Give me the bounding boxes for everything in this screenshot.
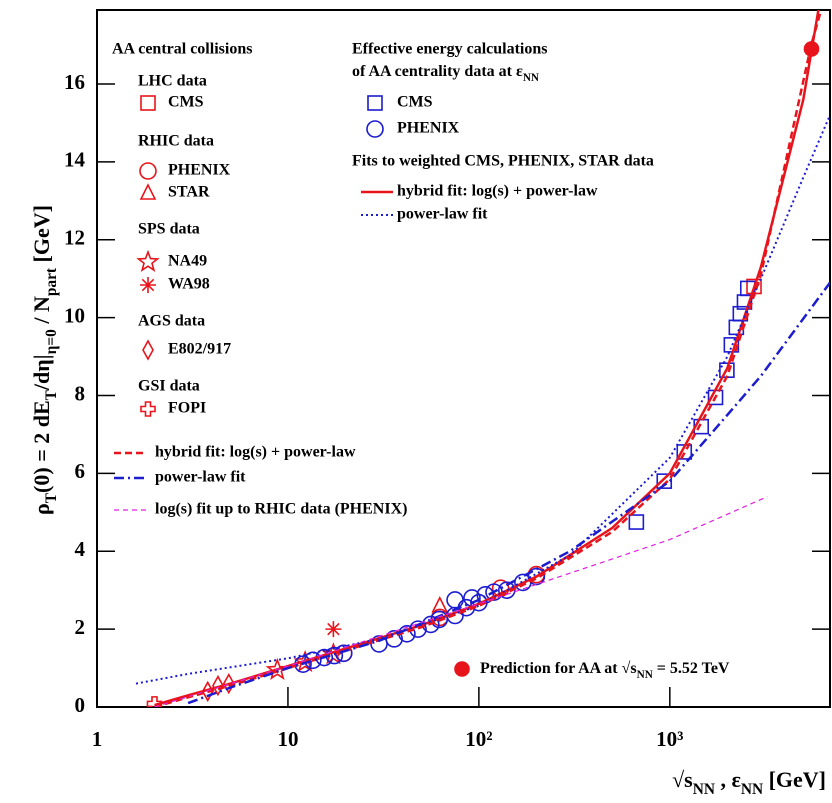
marker-dot — [454, 661, 470, 677]
y-tick-label: 16 — [64, 70, 85, 94]
y-tick-label: 2 — [75, 615, 86, 639]
marker-circle — [366, 120, 384, 138]
y-tick-label: 10 — [64, 303, 85, 327]
legend-heading: Fits to weighted CMS, PHENIX, STAR data — [352, 153, 654, 170]
y-tick-label: 8 — [75, 381, 86, 405]
marker-square — [367, 95, 383, 111]
legend-heading: AA central collisions — [112, 41, 252, 58]
plot-area — [135, 10, 830, 707]
subscript: η=0 — [43, 329, 60, 355]
legend-heading: of AA centrality data at εNN — [352, 63, 539, 84]
legend-label: power-law fit — [397, 206, 488, 223]
text-part: of AA centrality data at ε — [352, 63, 523, 80]
legend-heading: SPS data — [138, 221, 200, 238]
text-part: √s — [672, 767, 693, 792]
y-axis-label: ρT(0) = 2 dET/dη|η=0 / Npart [GeV] — [29, 205, 60, 515]
x-tick-label: 10 — [277, 727, 298, 751]
legend-label: E802/917 — [168, 341, 231, 358]
text-part: /dη| — [29, 354, 54, 391]
legend-entry: power-law fit — [361, 206, 488, 223]
subscript: T — [43, 389, 60, 400]
subscript: NN — [637, 669, 653, 681]
marker-circle — [446, 591, 464, 609]
fit-curve — [135, 114, 830, 685]
legend-heading: RHIC data — [138, 133, 214, 150]
marker-diamond — [222, 672, 235, 695]
legend-label: FOPI — [168, 400, 206, 417]
x-tick-label: 10³ — [656, 727, 683, 751]
legend-heading: AGS data — [138, 313, 205, 330]
subscript: T — [43, 492, 60, 503]
legend-entry: log(s) fit up to RHIC data (PHENIX) — [114, 501, 407, 518]
legend-entry: WA98 — [140, 276, 210, 293]
subscript: NN — [741, 781, 763, 798]
y-tick-label: 14 — [64, 148, 86, 172]
legend-entry: E802/917 — [142, 339, 231, 361]
subscript: part — [43, 267, 60, 296]
legend-entry: FOPI — [140, 400, 206, 417]
marker-triangle — [139, 183, 157, 200]
legend-label: power-law fit — [155, 469, 246, 486]
legend-entry: STAR — [139, 183, 210, 201]
subscript: NN — [523, 72, 539, 84]
legend-heading: LHC data — [138, 73, 207, 90]
legend-entry: CMS — [367, 94, 433, 111]
legend-entry: NA49 — [136, 249, 207, 272]
y-tick-label: 6 — [75, 459, 86, 483]
legend-label: CMS — [397, 94, 433, 111]
legend-label: PHENIX — [397, 120, 460, 137]
legend-label: hybrid fit: log(s) + power-law — [155, 444, 356, 461]
marker-square — [140, 95, 156, 111]
text-part: (0) = 2 dE — [29, 400, 54, 493]
marker-circle — [497, 581, 516, 599]
legend-entry: hybrid fit: log(s) + power-law — [114, 444, 356, 461]
marker-circle — [139, 162, 157, 180]
plot-frame — [96, 9, 831, 708]
marker-cross — [146, 696, 163, 707]
fit-curve — [187, 281, 830, 705]
text-part: ρ — [29, 503, 54, 515]
y-tick-label: 12 — [64, 226, 85, 250]
legend-label: Prediction for AA at √sNN = 5.52 TeV — [480, 660, 730, 681]
legend-entry: hybrid fit: log(s) + power-law — [361, 183, 598, 200]
legend-label: NA49 — [168, 253, 207, 270]
legend-label: STAR — [168, 184, 210, 201]
y-tick-label: 4 — [75, 537, 86, 561]
subscript: NN — [693, 781, 715, 798]
text-part: , ε — [715, 767, 741, 792]
x-axis-label: √sNN , εNN [GeV] — [672, 767, 826, 798]
text-part: Prediction for AA at √s — [480, 660, 637, 677]
marker-diamond — [142, 339, 154, 361]
fit-curve — [154, 496, 768, 707]
x-tick-label: 10² — [465, 727, 492, 751]
marker-asterisk — [140, 277, 156, 293]
legend-heading: Effective energy calculations — [352, 41, 548, 58]
marker-diamond — [212, 674, 224, 697]
marker-star — [136, 249, 160, 272]
legend-label: CMS — [168, 94, 204, 111]
legend-label: hybrid fit: log(s) + power-law — [397, 183, 598, 200]
y-tick-label: 0 — [75, 693, 86, 717]
marker-asterisk — [325, 621, 342, 638]
legend-entry: PHENIX — [139, 162, 231, 180]
marker-cross — [140, 401, 156, 417]
x-tick-label: 1 — [92, 727, 103, 751]
legend-entry: PHENIX — [366, 120, 460, 138]
text-part: / N — [29, 296, 54, 329]
legend-heading: GSI data — [138, 378, 200, 395]
legend-label: log(s) fit up to RHIC data (PHENIX) — [155, 501, 407, 518]
legend-label: PHENIX — [168, 162, 231, 179]
text-part: [GeV] — [763, 767, 826, 792]
legend-entry: CMS — [140, 94, 204, 111]
legend-label: WA98 — [168, 276, 210, 293]
legend-entry: Prediction for AA at √sNN = 5.52 TeV — [454, 660, 730, 681]
text-part: [GeV] — [29, 205, 54, 268]
text-part: = 5.52 TeV — [653, 660, 730, 677]
marker-square — [628, 514, 645, 530]
legend-entry: power-law fit — [114, 469, 246, 486]
fit-curve — [154, 10, 823, 707]
